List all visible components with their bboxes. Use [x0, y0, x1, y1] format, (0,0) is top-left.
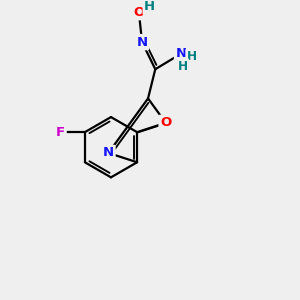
- Text: H: H: [144, 1, 155, 13]
- Text: O: O: [160, 116, 171, 129]
- Text: O: O: [133, 6, 145, 19]
- Text: H: H: [178, 60, 188, 73]
- Text: N: N: [176, 47, 187, 60]
- Text: N: N: [136, 36, 148, 49]
- Text: N: N: [103, 146, 114, 160]
- Text: H: H: [187, 50, 197, 63]
- Text: F: F: [56, 126, 65, 139]
